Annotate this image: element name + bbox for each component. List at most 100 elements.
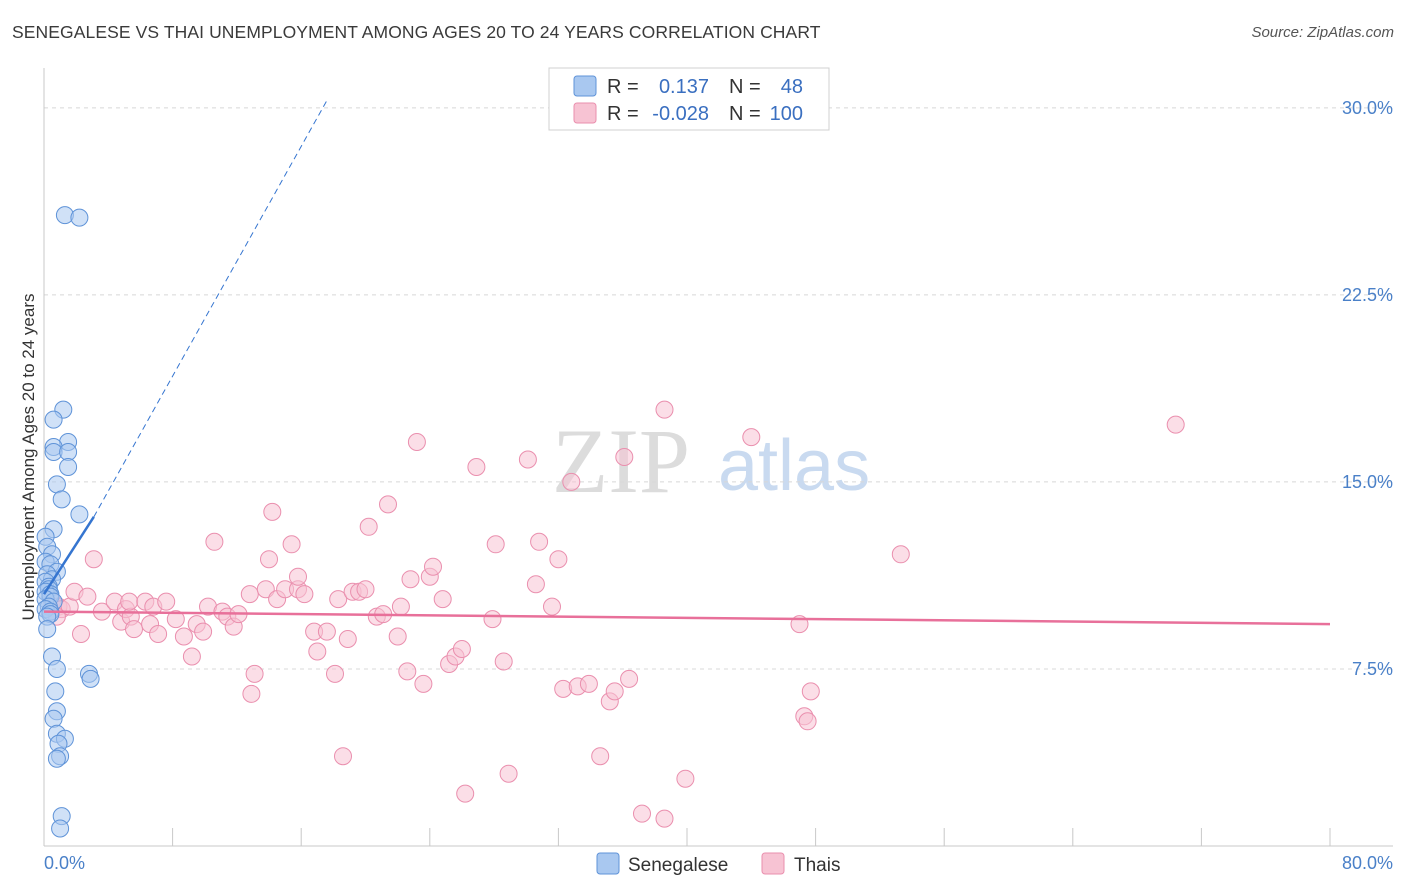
legend-n-label-thais: N =	[729, 103, 761, 125]
point-thais	[242, 684, 261, 703]
axes	[43, 68, 1393, 847]
legend-swatch-thais	[573, 102, 597, 124]
point-thais	[801, 682, 820, 701]
legend-n-value-senegalese: 48	[781, 76, 803, 98]
point-thais	[149, 625, 168, 643]
point-thais	[317, 622, 336, 641]
point-thais	[379, 495, 397, 514]
trend-line-senegalese-extension	[93, 100, 328, 518]
point-thais	[452, 640, 471, 658]
point-thais	[798, 712, 817, 731]
point-senegalese	[51, 819, 70, 838]
point-thais	[282, 535, 301, 554]
point-thais	[125, 620, 143, 639]
point-thais	[84, 550, 103, 569]
point-senegalese	[46, 682, 65, 701]
point-senegalese	[59, 443, 78, 461]
point-thais	[456, 784, 475, 803]
point-thais	[388, 627, 407, 646]
point-thais	[329, 590, 348, 609]
point-thais	[530, 532, 549, 551]
point-thais	[494, 652, 513, 671]
point-thais	[256, 580, 275, 599]
x-tick-label: 0.0%	[44, 853, 85, 873]
point-thais	[891, 545, 910, 564]
point-thais	[120, 592, 139, 611]
point-thais	[334, 747, 352, 766]
point-thais	[1166, 415, 1185, 434]
point-thais	[424, 557, 442, 576]
point-thais	[486, 535, 505, 554]
point-thais	[620, 669, 639, 688]
point-thais	[260, 550, 278, 569]
point-thais	[289, 567, 307, 586]
point-thais	[182, 647, 201, 666]
point-thais	[676, 769, 695, 788]
point-thais	[78, 587, 97, 606]
bottom-legend-thais: Thais	[794, 855, 840, 876]
point-thais	[359, 517, 378, 536]
point-senegalese	[81, 669, 100, 688]
point-senegalese	[59, 458, 78, 476]
point-thais	[263, 502, 282, 521]
point-thais	[194, 622, 213, 641]
point-thais	[398, 662, 417, 681]
point-thais	[615, 448, 634, 466]
point-thais	[407, 433, 426, 451]
legend-r-label-senegalese: R =	[607, 76, 639, 98]
y-tick-label: 22.5%	[1342, 285, 1393, 305]
point-thais	[433, 590, 452, 609]
point-thais	[655, 809, 674, 828]
y-tick-label: 15.0%	[1342, 472, 1393, 492]
point-thais	[518, 450, 537, 469]
bottom-legend-swatch-senegalese	[596, 852, 620, 875]
legend-n-value-thais: 100	[770, 103, 803, 125]
point-thais	[338, 630, 357, 648]
point-senegalese	[44, 410, 63, 429]
chart-title: SENEGALESE VS THAI UNEMPLOYMENT AMONG AG…	[12, 22, 821, 42]
point-thais	[295, 585, 314, 604]
point-senegalese	[70, 208, 89, 227]
point-senegalese	[70, 505, 89, 524]
point-thais	[391, 597, 410, 616]
correlation-legend: R = 0.137 N = 48 R = -0.028 N = 100	[548, 67, 830, 131]
legend-r-value-senegalese: 0.137	[659, 76, 709, 98]
point-thais	[72, 625, 90, 643]
trend-line-senegalese	[42, 516, 95, 595]
point-thais	[356, 580, 375, 599]
point-thais	[414, 674, 433, 693]
point-thais	[326, 664, 344, 683]
point-thais	[157, 592, 176, 611]
scatter-points	[36, 206, 1185, 838]
point-thais	[655, 400, 674, 419]
point-thais	[742, 428, 761, 447]
point-thais	[245, 664, 264, 683]
trend-line-thais	[43, 610, 1331, 626]
bottom-legend-swatch-thais	[761, 852, 785, 875]
gridlines	[44, 107, 1393, 670]
point-thais	[549, 550, 568, 569]
point-thais	[591, 747, 610, 766]
y-tick-label: 30.0%	[1342, 98, 1393, 118]
y-axis-label: Unemployment Among Ages 20 to 24 years	[19, 294, 38, 621]
point-thais	[526, 575, 545, 594]
point-senegalese	[52, 490, 71, 509]
point-thais	[633, 804, 651, 823]
point-senegalese	[47, 475, 66, 494]
point-thais	[401, 570, 420, 589]
legend-swatch-senegalese	[573, 75, 597, 97]
point-thais	[499, 764, 518, 783]
watermark-atlas: atlas	[718, 426, 870, 506]
point-thais	[605, 682, 624, 701]
tick-labels: 7.5% 15.0% 22.5% 30.0% 0.0% 80.0%	[44, 98, 1393, 873]
legend-n-label-senegalese: N =	[729, 76, 761, 98]
trend-lines	[42, 100, 1331, 626]
x-tick-label: 80.0%	[1342, 853, 1393, 873]
point-thais	[467, 458, 486, 476]
y-tick-label: 7.5%	[1352, 659, 1393, 679]
bottom-legend-senegalese: Senegalese	[628, 855, 728, 876]
point-senegalese	[47, 660, 66, 678]
point-thais	[166, 610, 185, 629]
point-senegalese	[38, 620, 57, 639]
